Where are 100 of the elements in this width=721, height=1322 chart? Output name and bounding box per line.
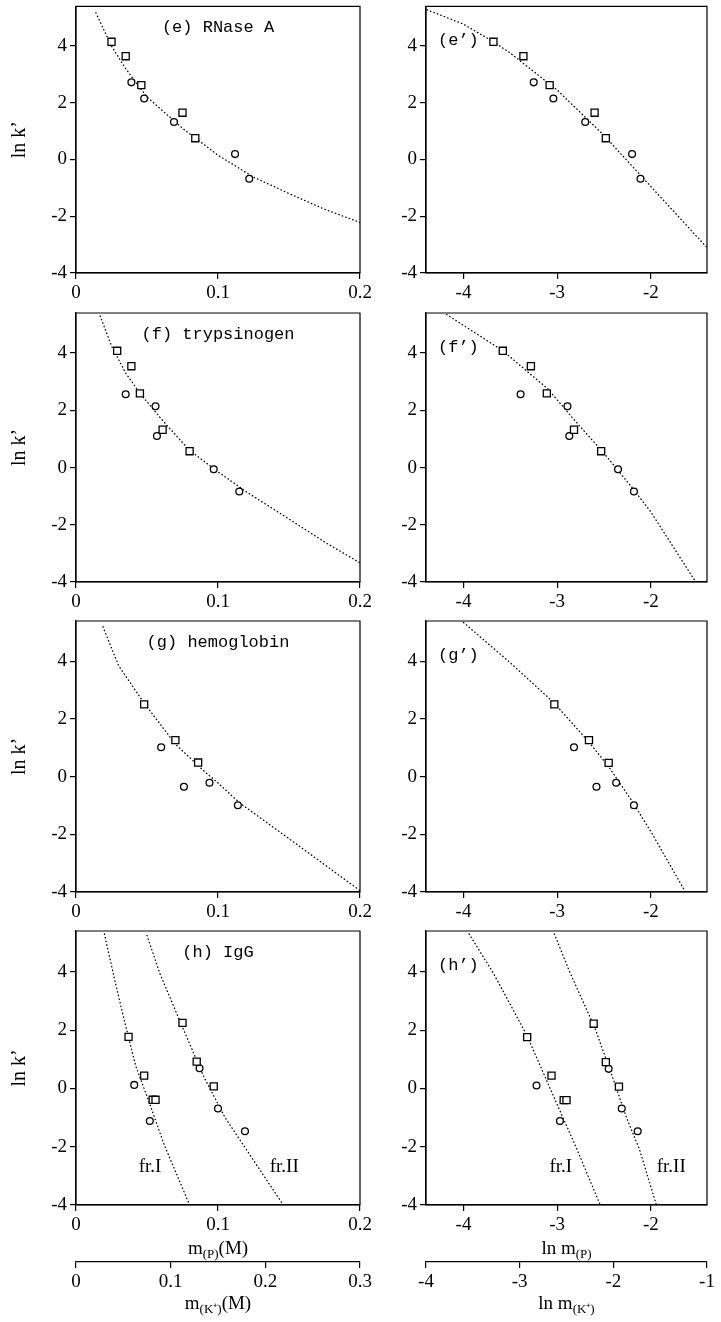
point [569,743,579,752]
point [191,134,200,143]
x2-tick-label: 0.3 [348,1270,372,1292]
x-tick-label: -3 [549,281,566,303]
point [604,1064,613,1073]
text: (e) RNase A [161,17,275,37]
y-tick-label: -4 [401,1192,418,1214]
x2-tick-label: -3 [511,1270,528,1292]
text: (h) IgG [182,942,254,962]
point [636,174,645,183]
x2-axis-title: m$_{(K⁺)}$(M) [184,1292,252,1316]
point [545,80,554,90]
x-tick-label: -4 [455,590,472,612]
y-tick-label: 0 [407,455,417,477]
x-tick-label: -4 [455,281,472,303]
point [152,432,161,441]
x-tick-label: -4 [455,900,472,922]
y-axis-title: ln k’ [7,737,30,776]
point [233,801,242,810]
y-tick-label: -2 [51,822,67,844]
point [629,801,638,810]
point [629,487,638,496]
y-tick-label: 2 [57,398,67,420]
x2-tick-label: -2 [605,1270,622,1292]
point [230,150,240,159]
point [193,758,203,767]
point [526,362,536,371]
point [565,432,574,441]
y-tick-label: 2 [57,707,67,729]
x-tick-label: -3 [549,590,566,612]
y-tick-label: 0 [407,147,417,169]
x-tick-label: 0.1 [206,281,230,303]
x-tick-label: -2 [642,900,659,922]
y-tick-label: 2 [407,90,417,112]
y-tick-label: 4 [407,341,418,363]
point [209,1082,218,1091]
x-axis-title: ln m$_{(P)}$ [541,1237,592,1261]
y-tick-label: 2 [57,1018,67,1040]
annotation: fr.I [549,1154,573,1176]
point [121,52,130,61]
point [178,1018,187,1028]
text: (f’) [438,337,479,357]
x-tick-label: 0.1 [206,590,230,612]
y-tick-label: 4 [57,649,68,671]
point [614,1082,624,1091]
y-tick-label: 0 [57,764,67,786]
y-tick-label: 4 [57,341,68,363]
point [192,1057,201,1066]
point [498,346,507,355]
x-axis-title: m$_{(P)}$(M) [187,1237,249,1261]
y-tick-label: 0 [407,764,417,786]
y-tick-label: 4 [407,959,418,981]
y-tick-label: -2 [401,1134,417,1156]
text: (g’) [438,645,479,665]
y-tick-label: 4 [57,34,68,56]
x-tick-label: 0.1 [206,1213,230,1235]
point [130,1080,139,1089]
point [157,743,166,752]
point [542,389,552,398]
x-tick-label: 0.2 [348,900,372,922]
point [151,402,160,411]
x2-tick-label: 0.1 [158,1270,183,1292]
x2-tick-label: 0.2 [253,1270,278,1292]
y-tick-label: 2 [407,398,417,420]
point [213,1104,223,1113]
x-tick-label: 0.1 [206,900,230,922]
text: (f) trypsinogen [141,324,295,344]
text: (e’) [438,30,479,50]
point [209,465,218,474]
point [112,346,122,355]
y-tick-label: -2 [401,512,417,534]
y-tick-label: 2 [407,1018,417,1040]
point [617,1104,626,1113]
point [107,37,116,46]
y-tick-label: -4 [51,879,68,901]
point [550,700,559,709]
x-tick-label: -2 [642,590,659,612]
point [547,1071,556,1080]
point [185,447,194,456]
y-tick-label: -2 [51,204,67,226]
y-tick-label: 2 [57,90,67,112]
point [169,118,179,127]
y-tick-label: 4 [57,959,68,981]
point [137,80,146,90]
point [563,402,572,411]
point [529,78,538,87]
point [121,390,130,399]
x2-tick-label: -1 [699,1270,715,1292]
point [601,1057,611,1067]
point [245,174,254,183]
x-tick-label: -3 [549,900,566,922]
point [555,1117,564,1126]
point [127,78,136,87]
point [604,758,613,768]
point [139,700,149,709]
y-axis-title: ln k’ [7,1049,30,1087]
x-tick-label: -4 [455,1213,472,1235]
x-tick-label: 0.2 [348,1213,372,1235]
point [532,1081,541,1090]
y-tick-label: -4 [401,569,418,591]
